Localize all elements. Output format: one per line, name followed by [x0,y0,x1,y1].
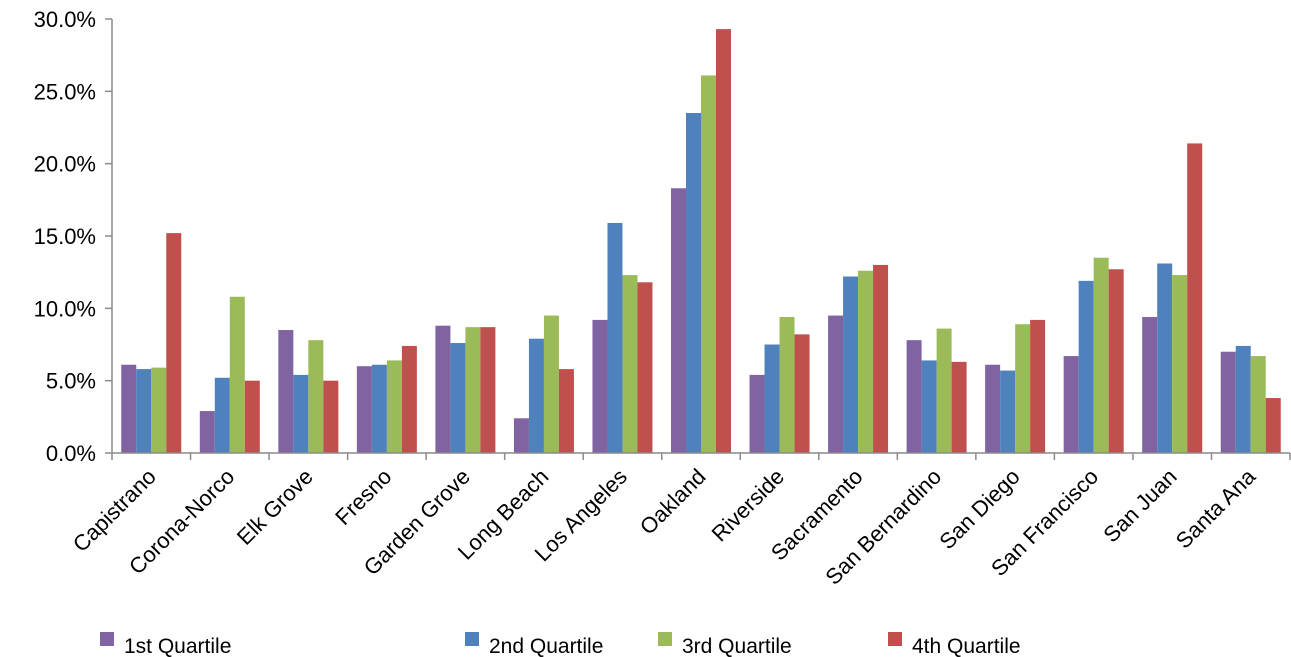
legend-swatch [888,632,902,646]
x-tick-label: Riverside [707,464,790,547]
bar [1250,356,1266,453]
bar [1220,351,1236,453]
bar [513,418,529,453]
bar [936,328,952,453]
bar [607,222,623,453]
x-tick-label: Elk Grove [232,464,318,550]
bar [828,315,844,453]
y-tick-label: 25.0% [34,79,96,104]
bar [592,319,608,453]
bar [622,275,638,453]
y-tick-label: 30.0% [34,7,96,32]
bar [1015,324,1031,453]
bar [686,113,701,454]
bar [921,360,937,453]
bar [1235,345,1251,453]
bar [308,340,324,453]
y-axis: 0.0% 5.0% 10.0% 15.0% 20.0% 25.0% 30.0% [34,7,113,466]
bar [1172,275,1188,453]
bar [671,188,686,453]
bar [480,327,496,453]
bar [401,345,417,453]
bar [435,325,451,453]
y-tick-label: 20.0% [34,152,96,177]
bar [465,327,481,453]
bar [1265,398,1281,453]
bar [1108,269,1124,453]
bars [121,29,1281,454]
bar [701,75,716,454]
bar [716,29,731,453]
x-tick-label: Santa Ana [1171,463,1261,553]
bar [558,369,574,453]
bar [1187,143,1203,453]
bar [244,380,260,453]
legend: 1st Quartile 2nd Quartile 3rd Quartile 4th … [100,632,1021,657]
y-tick-label: 5.0% [46,369,96,394]
bar [749,374,765,453]
y-tick-label: 0.0% [46,441,96,466]
y-tick-label: 10.0% [34,296,96,321]
x-tick-label: Fresno [330,464,396,530]
bar [229,296,245,453]
bar [951,361,967,453]
bar [873,264,889,453]
bar [121,364,137,453]
bar [858,270,874,453]
bar [323,380,339,453]
bar [543,315,559,453]
bar [151,367,167,453]
legend-label: 2nd Quartile [489,635,603,657]
bar [1078,280,1094,453]
y-tick-label: 15.0% [34,224,96,249]
bar [528,338,544,453]
legend-label: 1st Quartile [124,635,231,657]
bar [199,411,215,453]
bar [166,233,182,453]
bar [637,282,653,453]
bar [293,374,309,453]
bar [214,377,230,453]
bar [278,330,294,453]
x-tick-label: San Juan [1098,464,1181,547]
bar [906,340,922,453]
bar [450,343,466,453]
bar [1093,257,1109,453]
bar [371,364,387,453]
bar [1063,356,1079,453]
bar [1142,317,1158,453]
bar [136,369,152,453]
legend-swatch [658,632,672,646]
bar [1030,319,1046,453]
bar [1157,263,1173,453]
bar [356,366,372,453]
bar [779,317,795,453]
legend-label: 3rd Quartile [682,635,792,657]
legend-swatch [100,632,114,646]
bar [985,364,1001,453]
bar [794,334,810,453]
legend-swatch [465,632,479,646]
legend-label: 4th Quartile [912,635,1021,657]
bar [843,276,859,453]
bar [764,344,780,453]
x-tick-label: Oakland [635,464,711,540]
bar [386,360,402,453]
bar [1000,370,1016,453]
